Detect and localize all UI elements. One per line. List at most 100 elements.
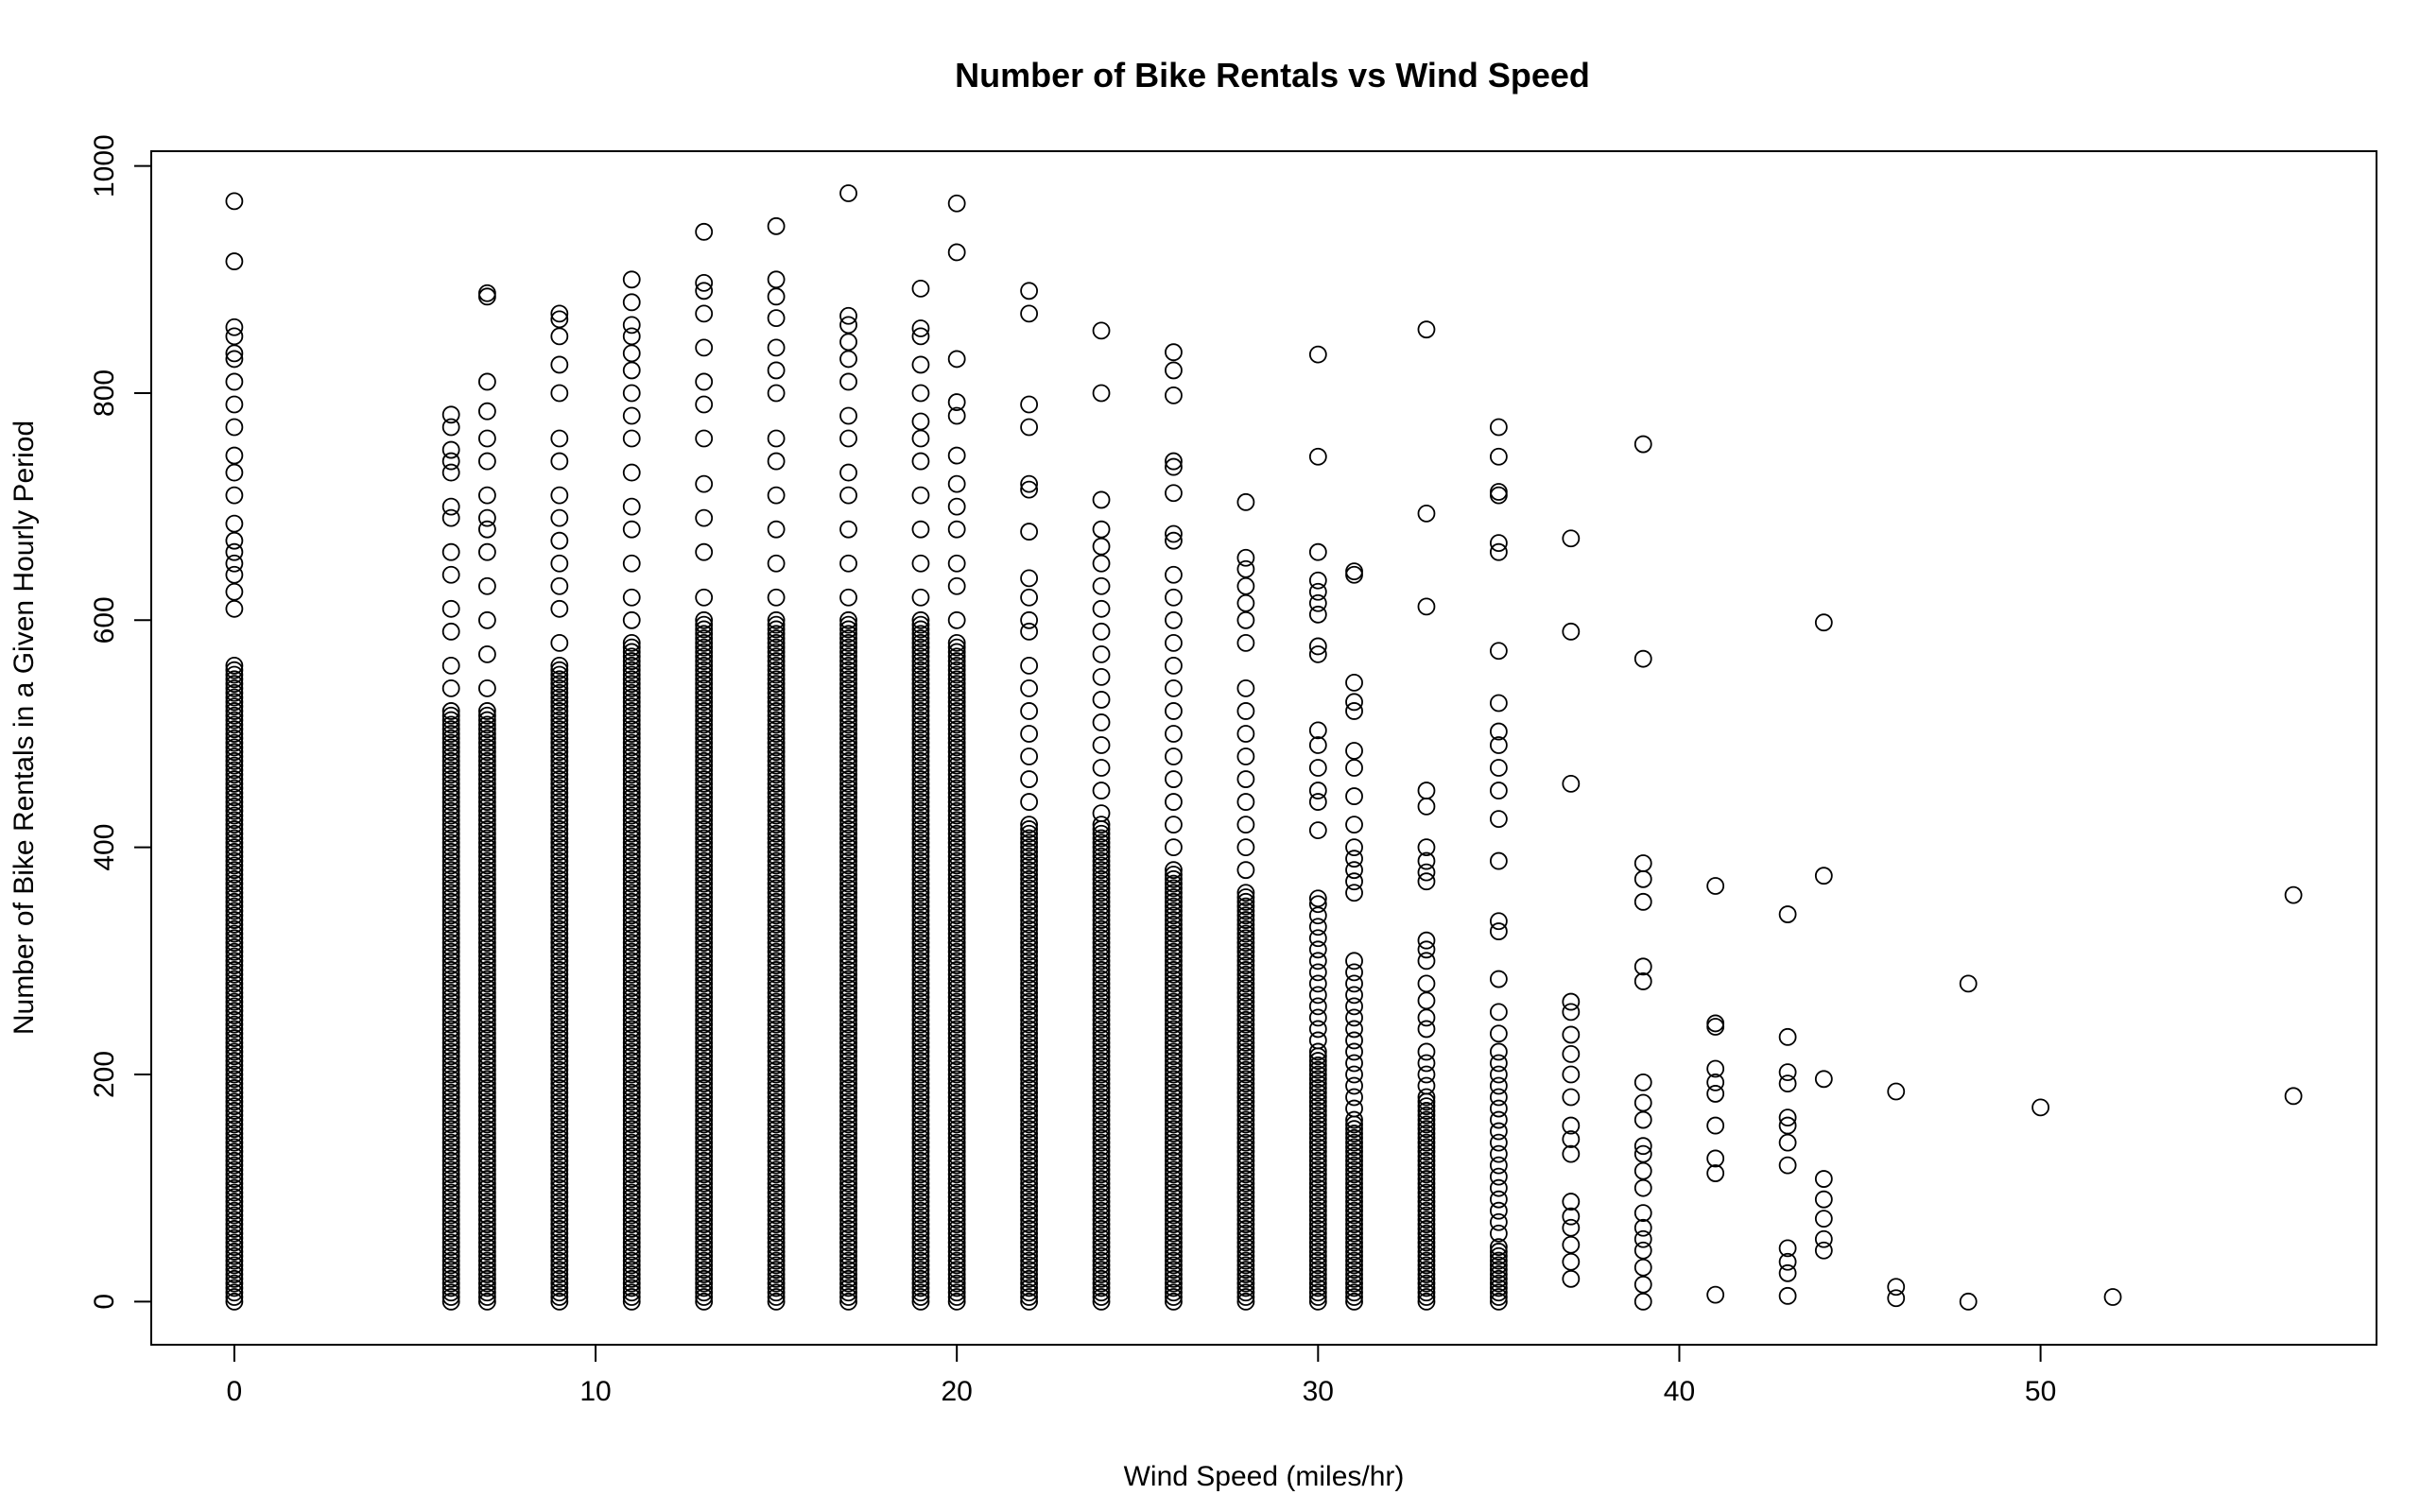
data-point <box>911 1193 930 1211</box>
data-point <box>1092 1042 1111 1061</box>
data-point <box>911 280 930 298</box>
data-point <box>767 1147 786 1165</box>
data-point <box>477 738 496 757</box>
data-point <box>1308 1070 1327 1089</box>
data-point <box>622 316 641 335</box>
data-point <box>477 1269 496 1288</box>
data-point <box>1308 997 1327 1016</box>
data-point <box>225 974 244 993</box>
data-point <box>441 801 460 820</box>
data-point <box>225 756 244 775</box>
data-point <box>767 970 786 988</box>
data-point <box>1092 691 1111 709</box>
data-point <box>767 902 786 920</box>
data-point <box>947 1056 966 1074</box>
data-point <box>1092 1224 1111 1243</box>
data-point <box>1092 644 1111 663</box>
data-point <box>767 866 786 884</box>
data-point <box>839 1274 857 1293</box>
data-point <box>767 1211 786 1229</box>
data-point <box>225 542 244 561</box>
data-point <box>1092 1215 1111 1234</box>
data-point <box>477 1246 496 1265</box>
data-point <box>550 751 569 770</box>
data-point <box>1020 1238 1039 1257</box>
data-point <box>1236 1029 1255 1047</box>
data-point <box>695 1088 714 1107</box>
data-point <box>622 806 641 825</box>
data-point <box>695 756 714 775</box>
data-point <box>477 1143 496 1161</box>
data-point <box>947 820 966 838</box>
data-point <box>477 542 496 561</box>
data-point <box>767 816 786 834</box>
data-point <box>1165 929 1183 948</box>
data-point <box>550 956 569 975</box>
data-point <box>695 273 714 292</box>
data-point <box>477 884 496 902</box>
data-point <box>839 770 857 788</box>
data-point <box>1308 1224 1327 1243</box>
data-point <box>1236 1106 1255 1125</box>
data-point <box>1236 1220 1255 1238</box>
data-point <box>839 1033 857 1052</box>
data-point <box>1634 869 1652 888</box>
data-point <box>550 1006 569 1024</box>
data-point <box>550 1243 569 1261</box>
data-point <box>1345 816 1363 834</box>
data-point <box>695 1143 714 1161</box>
data-point <box>911 652 930 670</box>
data-point <box>1165 1070 1183 1089</box>
data-point <box>767 1261 786 1280</box>
data-point <box>695 1165 714 1184</box>
data-point <box>1814 1070 1833 1089</box>
data-point <box>1778 1133 1797 1152</box>
data-point <box>1165 1110 1183 1129</box>
data-point <box>622 497 641 516</box>
data-point <box>441 1283 460 1302</box>
data-point <box>622 706 641 725</box>
data-point <box>947 751 966 770</box>
data-point <box>622 747 641 765</box>
data-point <box>225 1020 244 1039</box>
data-point <box>695 1128 714 1147</box>
data-point <box>1165 911 1183 929</box>
data-point <box>1020 897 1039 916</box>
data-point <box>1345 1143 1363 1161</box>
data-point <box>695 774 714 793</box>
data-point <box>622 1251 641 1270</box>
data-point <box>1417 1215 1436 1234</box>
data-point <box>767 833 786 852</box>
data-point <box>550 838 569 857</box>
data-point <box>1165 656 1183 675</box>
data-point <box>1308 1201 1327 1220</box>
data-point <box>225 1125 244 1143</box>
data-point <box>477 851 496 870</box>
data-point <box>839 988 857 1006</box>
data-point <box>1020 874 1039 893</box>
data-point <box>1092 1165 1111 1184</box>
data-point <box>947 1002 966 1021</box>
data-point <box>1092 1147 1111 1165</box>
data-point <box>1165 956 1183 975</box>
data-point <box>947 811 966 830</box>
data-point <box>947 952 966 971</box>
data-point <box>1308 1052 1327 1070</box>
data-point <box>441 861 460 880</box>
data-point <box>695 1193 714 1211</box>
data-point <box>622 1020 641 1039</box>
data-point <box>622 1010 641 1029</box>
data-point <box>550 1201 569 1220</box>
data-point <box>1417 1183 1436 1202</box>
data-point <box>947 715 966 734</box>
data-point <box>767 992 786 1011</box>
data-point <box>225 942 244 961</box>
data-point <box>1345 884 1363 902</box>
data-point <box>767 1138 786 1157</box>
data-point <box>695 508 714 527</box>
data-point <box>695 979 714 998</box>
data-point <box>1634 1178 1652 1197</box>
data-point <box>477 1201 496 1220</box>
data-point <box>550 938 569 956</box>
data-point <box>1236 816 1255 834</box>
